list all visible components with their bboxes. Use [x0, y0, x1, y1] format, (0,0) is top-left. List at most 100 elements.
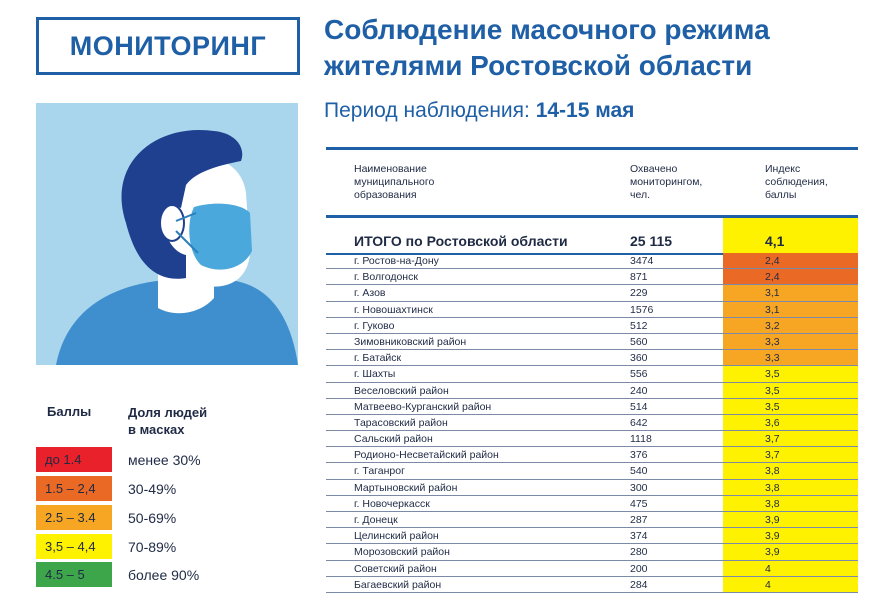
legend-row: 3,5 – 4,4 70-89%	[36, 534, 176, 559]
legend-share: 70-89%	[128, 538, 177, 555]
table-row: г. Новочеркасск 475 3,8	[326, 495, 858, 512]
legend-row: до 1.4 менее 30%	[36, 447, 201, 472]
person-with-mask-icon	[56, 129, 298, 365]
masked-person-illustration	[36, 103, 298, 365]
row-index: 3,5	[723, 382, 858, 398]
row-covered: 200	[630, 562, 648, 575]
row-municipality: Целинский район	[354, 530, 439, 543]
legend-swatch: 1.5 – 2,4	[36, 476, 112, 501]
legend-share: 50-69%	[128, 509, 177, 526]
period-label: Период наблюдения:	[324, 99, 530, 122]
header-municipality-line-3: образования	[354, 189, 417, 201]
header-municipality-line-2: муниципального	[354, 176, 435, 188]
row-index: 3,3	[723, 350, 858, 366]
row-municipality: Сальский район	[354, 433, 433, 446]
legend-score-header: Баллы	[47, 404, 92, 419]
table-row: г. Новошахтинск 1576 3,1	[326, 301, 858, 318]
legend-header: Баллы Доля людей в масках	[36, 404, 316, 438]
row-covered: 240	[630, 384, 648, 397]
legend: Баллы Доля людей в масках до 1.4 менее 3…	[36, 404, 316, 587]
header-index-line-1: Индекс	[765, 163, 801, 175]
table-row: г. Шахты 556 3,5	[326, 366, 858, 383]
row-municipality: Матвеево-Курганский район	[354, 400, 492, 413]
table-row: Советский район 200 4	[326, 560, 858, 577]
header-covered: Охвачено мониторингом, чел.	[630, 163, 702, 202]
row-index: 3,6	[723, 414, 858, 431]
title-line-2: жителями Ростовской области	[324, 50, 753, 81]
table-row: Целинский район 374 3,9	[326, 528, 858, 545]
table-row: г. Донецк 287 3,9	[326, 512, 858, 529]
legend-row: 4.5 – 5 более 90%	[36, 562, 199, 587]
row-index: 3,8	[723, 479, 858, 495]
title-line-1: Соблюдение масочного режима	[324, 14, 770, 45]
row-covered: 514	[630, 400, 648, 413]
row-index: 3,8	[723, 495, 858, 511]
row-municipality: г. Шахты	[354, 368, 396, 381]
row-index: 3,9	[723, 528, 858, 544]
row-covered: 871	[630, 271, 648, 284]
legend-share-header-line-1: Доля людей	[128, 405, 208, 420]
row-covered: 374	[630, 530, 648, 543]
table-row: Матвеево-Курганский район 514 3,5	[326, 398, 858, 415]
row-covered: 512	[630, 319, 648, 332]
row-municipality: г. Новочеркасск	[354, 497, 430, 510]
header-covered-line-2: мониторингом,	[630, 176, 703, 188]
row-index: 3,7	[723, 447, 858, 463]
row-municipality: Родионо-Несветайский район	[354, 449, 499, 462]
row-index: 4	[723, 576, 858, 592]
observation-period: Период наблюдения: 14-15 мая	[324, 99, 634, 123]
total-count: 25 115	[630, 233, 673, 249]
row-index: 3,5	[723, 366, 858, 382]
table-top-rule	[326, 147, 858, 150]
table-row: Тарасовский район 642 3,6	[326, 414, 858, 432]
table-row: г. Батайск 360 3,3	[326, 350, 858, 367]
table-row: г. Таганрог 540 3,8	[326, 463, 858, 480]
table-row: Сальский район 1118 3,7	[326, 431, 858, 448]
row-municipality: Зимовниковский район	[354, 335, 467, 348]
row-covered: 300	[630, 481, 648, 494]
row-covered: 642	[630, 416, 648, 429]
legend-share-header: Доля людей в масках	[128, 404, 207, 438]
table-row: Веселовский район 240 3,5	[326, 382, 858, 399]
table-row: Родионо-Несветайский район 376 3,7	[326, 447, 858, 464]
row-municipality: г. Новошахтинск	[354, 303, 433, 316]
total-name: ИТОГО по Ростовской области	[354, 233, 568, 249]
row-covered: 284	[630, 578, 648, 591]
total-index: 4,1	[723, 218, 858, 253]
table-row: г. Ростов-на-Дону 3474 2,4	[326, 253, 858, 270]
page-title: Соблюдение масочного режима жителями Рос…	[324, 12, 884, 84]
row-covered: 1118	[630, 433, 652, 446]
row-index: 3,9	[723, 544, 858, 560]
table-row: Зимовниковский район 560 3,3	[326, 333, 858, 351]
legend-share: 30-49%	[128, 480, 177, 497]
row-municipality: Мартыновский район	[354, 481, 458, 494]
legend-swatch: 4.5 – 5	[36, 562, 112, 587]
total-row: ИТОГО по Ростовской области 25 115 4,1	[326, 218, 858, 253]
monitoring-badge: МОНИТОРИНГ	[36, 17, 300, 75]
row-index: 3,2	[723, 317, 858, 333]
table-row: Мартыновский район 300 3,8	[326, 479, 858, 496]
total-rule	[326, 253, 858, 255]
table-header-rule	[326, 215, 858, 218]
table-row: Багаевский район 284 4	[326, 576, 858, 593]
table-row: Морозовский район 280 3,9	[326, 544, 858, 561]
row-covered: 360	[630, 352, 648, 365]
row-covered: 3474	[630, 255, 654, 267]
row-municipality: Веселовский район	[354, 384, 449, 397]
legend-swatch: 2.5 – 3.4	[36, 505, 112, 530]
header-index: Индекс соблюдения, баллы	[765, 163, 828, 202]
row-index: 3,8	[723, 463, 858, 479]
table-row: г. Волгодонск 871 2,4	[326, 269, 858, 286]
legend-swatch: 3,5 – 4,4	[36, 534, 112, 559]
header-municipality: Наименование муниципального образования	[354, 163, 434, 202]
header-municipality-line-1: Наименование	[354, 163, 427, 175]
legend-share-header-line-2: в масках	[128, 422, 185, 437]
row-index: 2,4	[723, 253, 858, 269]
row-municipality: г. Азов	[354, 287, 386, 300]
row-index: 3,7	[723, 431, 858, 447]
row-municipality: г. Ростов-на-Дону	[354, 255, 439, 267]
row-municipality: Советский район	[354, 562, 437, 575]
row-index: 2,4	[723, 269, 858, 285]
row-index: 3,1	[723, 301, 858, 317]
row-municipality: г. Таганрог	[354, 465, 405, 478]
